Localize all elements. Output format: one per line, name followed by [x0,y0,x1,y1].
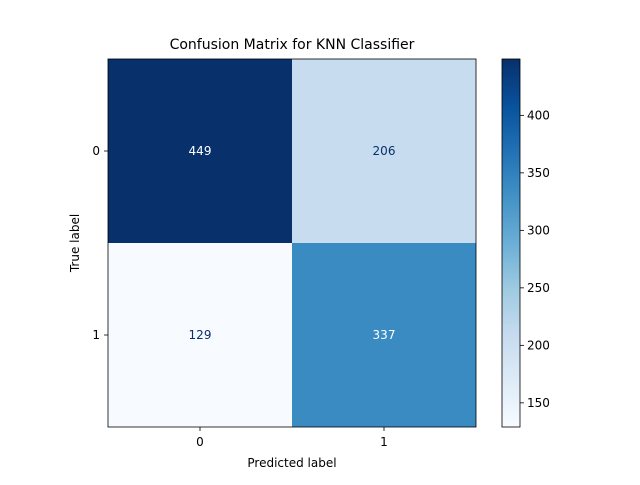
y-axis-ticks: 01 [92,144,108,342]
colorbar-ticks: 150 200 250 300 350 400 [520,108,550,410]
colorbar-tick-label: 350 [527,166,550,180]
colorbar-tick-label: 250 [527,281,550,295]
cell-value-labels: 449 206 129 337 [189,144,396,342]
cell-value-label: 337 [373,328,396,342]
colorbar-tick-label: 200 [527,338,550,352]
heatmap-cell [292,243,476,427]
heatmap-cells [108,59,476,427]
cell-value-label: 449 [189,144,212,158]
heatmap-cell [292,59,476,243]
heatmap-cell [108,243,292,427]
colorbar-tick-label: 400 [527,108,550,122]
colorbar-tick-label: 300 [527,223,550,237]
y-tick-label: 0 [92,144,100,158]
heatmap-cell [108,59,292,243]
colorbar-tick-label: 150 [527,396,550,410]
chart-title: Confusion Matrix for KNN Classifier [170,37,415,53]
plot-frame [107,58,477,428]
y-axis-label: True label [68,214,82,273]
x-tick-label: 0 [196,435,204,449]
x-tick-label: 1 [380,435,388,449]
cell-value-label: 206 [373,144,396,158]
cell-value-label: 129 [189,328,212,342]
x-axis-label: Predicted label [247,456,336,470]
colorbar [501,58,521,428]
y-tick-label: 1 [92,328,100,342]
